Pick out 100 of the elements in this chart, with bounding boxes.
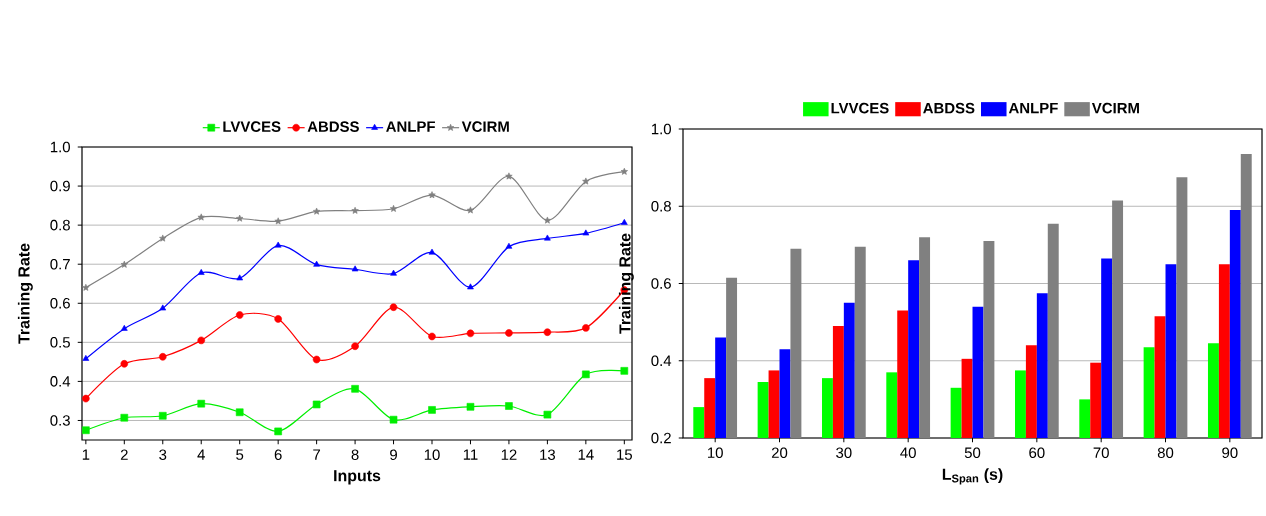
x-tick-label: 11 — [463, 449, 478, 460]
legend-label: ANLPF — [386, 121, 435, 132]
x-axis-title: Inputs — [334, 470, 381, 485]
x-tick-label: 9 — [390, 449, 397, 461]
point — [351, 206, 359, 214]
legend-label: LVVCES — [223, 121, 281, 132]
x-tick-label: 4 — [197, 449, 205, 460]
x-tick-label: 3 — [159, 449, 167, 461]
y-tick-label: 0.8 — [651, 200, 671, 212]
point — [235, 408, 244, 417]
point — [505, 242, 513, 249]
x-tick-label: 2 — [120, 449, 128, 460]
y-tick-label: 0.4 — [50, 376, 71, 387]
point — [159, 234, 167, 242]
point — [313, 260, 320, 267]
point — [351, 342, 359, 351]
point — [544, 234, 551, 241]
x-tick-label: 40 — [900, 447, 916, 459]
x-tick-label: 20 — [771, 447, 788, 459]
point — [312, 400, 321, 409]
point — [428, 406, 436, 414]
y-tick-label: 0.5 — [50, 337, 70, 348]
x-tick-label: 6 — [274, 449, 282, 461]
point — [120, 260, 128, 268]
point — [158, 353, 167, 361]
point — [274, 241, 282, 248]
point — [197, 336, 206, 345]
x-tick-label: 90 — [1222, 447, 1238, 459]
y-tick-label: 1.0 — [50, 141, 70, 153]
x-tick-label: 60 — [1029, 447, 1045, 459]
y-tick-label: 0.4 — [651, 355, 672, 367]
y-tick-label: 0.6 — [50, 297, 70, 309]
point — [543, 216, 552, 224]
x-tick-label: 50 — [964, 447, 981, 459]
point — [82, 354, 90, 361]
y-tick-label: 0.2 — [651, 432, 671, 444]
point — [274, 217, 282, 225]
x-tick-label: 10 — [424, 449, 440, 461]
point — [505, 172, 513, 180]
point — [159, 304, 167, 311]
point — [428, 332, 436, 341]
point — [390, 269, 397, 276]
y-axis-title: Training Rate — [17, 243, 33, 344]
point — [82, 394, 90, 403]
point — [582, 370, 590, 379]
point — [235, 311, 244, 319]
point — [543, 328, 552, 336]
x-tick-label: 14 — [578, 449, 594, 460]
point — [120, 360, 129, 368]
y-tick-label: 0.8 — [50, 219, 70, 231]
legend-label: ABDSS — [307, 121, 359, 132]
y-axis-title: Training Rate — [618, 233, 634, 334]
point — [197, 269, 205, 275]
x-tick-label: 13 — [540, 449, 556, 461]
y-tick-label: 0.3 — [50, 415, 70, 426]
point — [120, 324, 128, 331]
y-tick-label: 0.7 — [50, 258, 70, 270]
point — [389, 415, 398, 424]
point — [312, 355, 321, 364]
point — [428, 191, 436, 199]
x-tick-label: 12 — [501, 449, 517, 460]
point — [620, 367, 629, 375]
legend-label: ANLPF — [1008, 102, 1058, 114]
point — [389, 303, 398, 311]
point — [389, 204, 398, 212]
x-tick-label: 5 — [236, 449, 244, 460]
x-tick-label: 80 — [1157, 447, 1174, 459]
point — [158, 411, 167, 420]
legend-label: VCIRM — [1091, 102, 1139, 114]
point — [543, 410, 552, 419]
point — [582, 229, 590, 236]
point — [582, 177, 590, 185]
y-tick-label: 0.6 — [651, 278, 671, 289]
x-tick-label: 1 — [82, 449, 90, 460]
point — [274, 315, 282, 323]
point — [82, 283, 90, 291]
point — [351, 265, 359, 272]
legend-label: VCIRM — [461, 121, 509, 132]
legend-label: LVVCES — [831, 102, 889, 114]
point — [236, 214, 244, 222]
x-tick-label: 30 — [836, 447, 852, 459]
y-tick-label: 1.0 — [651, 123, 671, 135]
point — [505, 402, 513, 410]
legend-label: ABDSS — [923, 102, 975, 114]
point — [274, 427, 282, 436]
point — [428, 248, 436, 255]
point — [313, 207, 321, 215]
x-tick-label: 10 — [708, 447, 723, 459]
y-tick-label: 0.9 — [50, 180, 70, 192]
point — [621, 219, 628, 225]
x-tick-label: 7 — [313, 449, 321, 460]
point — [582, 324, 590, 332]
x-tick-label: 70 — [1093, 447, 1109, 459]
point — [466, 403, 475, 411]
x-tick-label: 15 — [617, 449, 632, 460]
point — [236, 274, 244, 281]
point — [120, 413, 129, 422]
point — [505, 329, 513, 337]
point — [197, 399, 206, 408]
point — [466, 329, 475, 338]
